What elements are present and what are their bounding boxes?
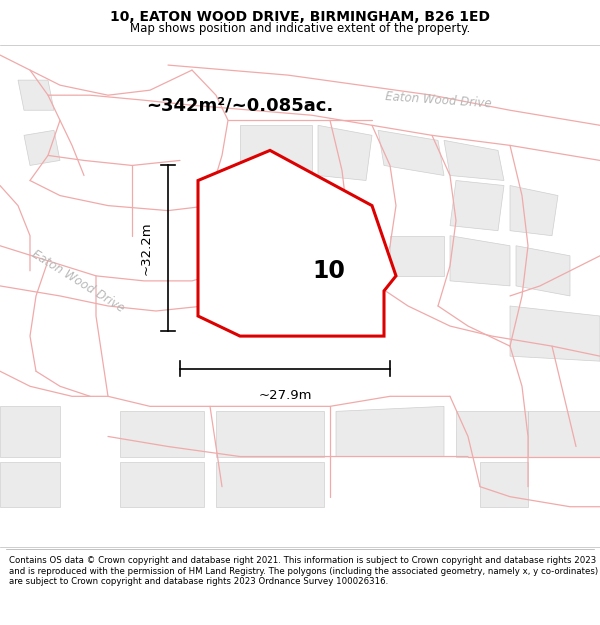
Polygon shape [378, 131, 444, 176]
Polygon shape [24, 131, 60, 166]
Polygon shape [510, 306, 600, 361]
Polygon shape [516, 246, 570, 296]
Text: ~342m²/~0.085ac.: ~342m²/~0.085ac. [146, 96, 334, 114]
Polygon shape [444, 141, 504, 181]
Text: 10, EATON WOOD DRIVE, BIRMINGHAM, B26 1ED: 10, EATON WOOD DRIVE, BIRMINGHAM, B26 1E… [110, 10, 490, 24]
Polygon shape [216, 411, 324, 456]
Text: ~32.2m: ~32.2m [140, 221, 153, 275]
Polygon shape [450, 236, 510, 286]
Polygon shape [120, 461, 204, 507]
Polygon shape [240, 125, 312, 176]
Polygon shape [18, 80, 54, 110]
Polygon shape [528, 411, 600, 456]
Polygon shape [336, 406, 444, 456]
Text: Map shows position and indicative extent of the property.: Map shows position and indicative extent… [130, 22, 470, 35]
Polygon shape [228, 236, 300, 276]
Polygon shape [216, 461, 324, 507]
Polygon shape [390, 236, 444, 276]
Polygon shape [0, 406, 60, 456]
Polygon shape [228, 286, 288, 326]
Polygon shape [0, 461, 60, 507]
Text: Eaton Wood Drive: Eaton Wood Drive [29, 247, 127, 314]
Polygon shape [198, 151, 396, 336]
Polygon shape [456, 411, 528, 456]
Polygon shape [252, 181, 330, 236]
Text: 10: 10 [313, 259, 346, 284]
Text: ~27.9m: ~27.9m [258, 389, 312, 402]
Polygon shape [480, 461, 528, 507]
Polygon shape [450, 181, 504, 231]
Text: Contains OS data © Crown copyright and database right 2021. This information is : Contains OS data © Crown copyright and d… [9, 556, 598, 586]
Polygon shape [318, 125, 372, 181]
Polygon shape [120, 411, 204, 456]
Text: Eaton Wood Drive: Eaton Wood Drive [385, 90, 491, 111]
Polygon shape [510, 186, 558, 236]
